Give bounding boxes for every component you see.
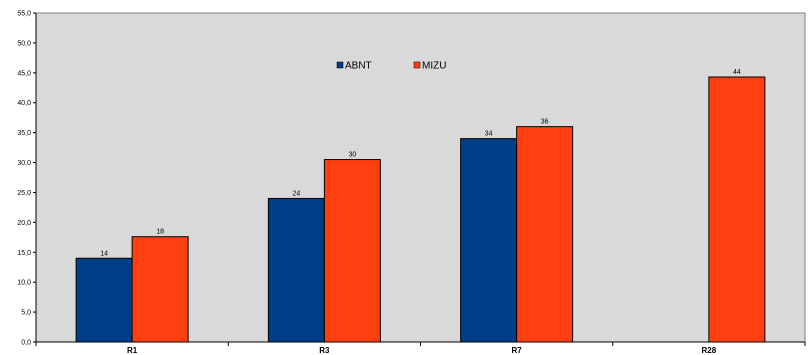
x-category-label: R28 xyxy=(702,346,717,355)
y-axis: 0,0 5,0 10,0 15,0 20,0 25,0 30,0 35,0 40,0 45,0 50… xyxy=(17,11,37,347)
y-tick-label: 20,0 xyxy=(17,220,31,227)
data-label: 36 xyxy=(541,119,549,126)
x-axis: R1 R3 R7 R28 xyxy=(35,341,806,355)
data-label: 44 xyxy=(733,69,741,76)
data-label: 18 xyxy=(156,229,164,236)
bar-mizu xyxy=(516,126,574,343)
y-tick-label: 10,0 xyxy=(17,280,31,287)
bar-abnt xyxy=(75,257,133,343)
bar-mizu xyxy=(323,159,381,343)
bar-abnt xyxy=(460,138,518,343)
y-tick-label: 35,0 xyxy=(17,130,31,137)
bar-mizu xyxy=(708,76,766,343)
legend-swatch-abnt xyxy=(336,61,344,69)
bar-abnt xyxy=(267,197,325,343)
x-category-label: R7 xyxy=(512,346,523,355)
y-tick-label: 25,0 xyxy=(17,190,31,197)
data-label: 34 xyxy=(485,131,493,138)
legend-swatch-mizu xyxy=(413,61,421,69)
y-tick-label: 5,0 xyxy=(21,310,31,317)
bar-mizu xyxy=(131,236,189,343)
y-tick-label: 15,0 xyxy=(17,250,31,257)
legend-label: MIZU xyxy=(422,61,446,72)
legend-label: ABNT xyxy=(345,61,372,72)
bars: 14 18 24 30 34 36 44 xyxy=(75,69,766,343)
y-tick-label: 0,0 xyxy=(21,340,31,347)
legend: ABNT MIZU xyxy=(336,61,446,72)
y-tick-label: 30,0 xyxy=(17,160,31,167)
data-label: 14 xyxy=(100,250,108,257)
x-category-label: R3 xyxy=(319,346,330,355)
y-tick-label: 50,0 xyxy=(17,40,31,47)
data-label: 24 xyxy=(292,190,300,197)
y-tick-label: 45,0 xyxy=(17,70,31,77)
x-category-label: R1 xyxy=(127,346,138,355)
data-label: 30 xyxy=(348,152,356,159)
y-tick-label: 40,0 xyxy=(17,100,31,107)
y-tick-label: 55,0 xyxy=(17,11,31,18)
